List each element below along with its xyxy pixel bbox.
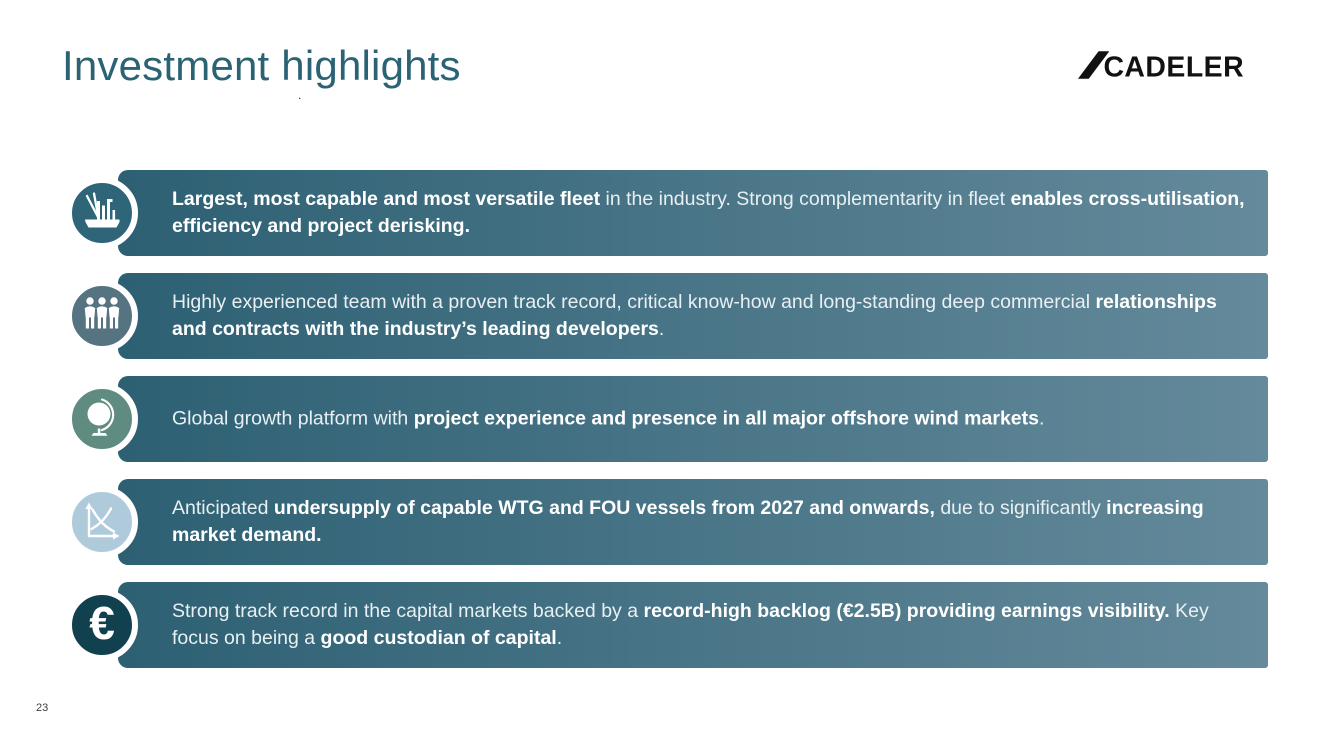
highlight-row: Highly experienced team with a proven tr… (0, 273, 1333, 359)
icon-circle (66, 280, 138, 352)
row-text-segment: Strong track record in the capital marke… (172, 600, 644, 622)
logo-text: CADELER (1103, 51, 1244, 80)
page-number: 23 (36, 702, 49, 714)
logo-slash-icon (1077, 51, 1110, 79)
row-text-segment: Anticipated (172, 497, 274, 519)
page-title: Investment highlights (62, 42, 461, 89)
row-text-segment: . (1038, 407, 1045, 430)
highlight-rows: Largest, most capable and most versatile… (0, 170, 1333, 668)
row-text: Largest, most capable and most versatile… (172, 186, 1255, 240)
row-text-bold-segment: increasing market demand. (172, 497, 1204, 546)
supply-demand-chart-icon (78, 498, 126, 546)
highlight-row: Largest, most capable and most versatile… (0, 170, 1333, 256)
icon-circle (66, 383, 138, 455)
row-text-segment: Highly experienced team with a proven tr… (172, 291, 1096, 313)
globe-icon (78, 395, 126, 443)
row-text: Strong track record in the capital marke… (172, 598, 1255, 652)
highlight-row: Anticipated undersupply of capable WTG a… (0, 479, 1333, 565)
row-text: Global growth platform with project expe… (172, 406, 1255, 433)
row-text-bold-segment: relationships and contracts with the ind… (172, 291, 1217, 340)
row-text-bold-segment: record-high backlog (€2.5B) providing ea… (643, 600, 1170, 622)
row-text-bold-segment: Largest, most capable and most versatile… (172, 188, 601, 210)
row-text-segment: . (658, 318, 665, 340)
row-text-bold-segment: project experience and presence in all m… (413, 407, 1039, 430)
cadeler-logo: CADELER (1077, 51, 1244, 80)
row-banner (118, 170, 1268, 256)
row-banner (118, 273, 1268, 359)
row-text-segment: in the industry. Strong complementarity … (600, 188, 1011, 210)
icon-circle: € (66, 589, 138, 661)
row-text-bold-segment: good custodian of capital (320, 627, 557, 649)
row-banner (118, 582, 1268, 668)
row-text-segment: Key focus on being a (172, 600, 1209, 649)
row-text-bold-segment: undersupply of capable WTG and FOU vesse… (273, 497, 935, 519)
row-text-segment: Global growth platform with (172, 407, 414, 430)
team-icon (78, 292, 126, 340)
stray-period: . (298, 88, 302, 102)
jackup-vessel-icon (78, 189, 126, 237)
euro-icon: € (89, 597, 115, 649)
row-text: Anticipated undersupply of capable WTG a… (172, 495, 1255, 549)
row-banner (118, 479, 1268, 565)
row-text: Highly experienced team with a proven tr… (172, 289, 1255, 343)
highlight-row: € Strong track record in the capital mar… (0, 582, 1333, 668)
icon-circle (66, 486, 138, 558)
row-text-bold-segment: enables cross-utilisation, efficiency an… (172, 188, 1245, 237)
row-text-segment: due to significantly (934, 497, 1107, 519)
row-text-segment: . (556, 627, 563, 649)
highlight-row: Global growth platform with project expe… (0, 376, 1333, 462)
row-banner (118, 376, 1268, 462)
icon-circle (66, 177, 138, 249)
